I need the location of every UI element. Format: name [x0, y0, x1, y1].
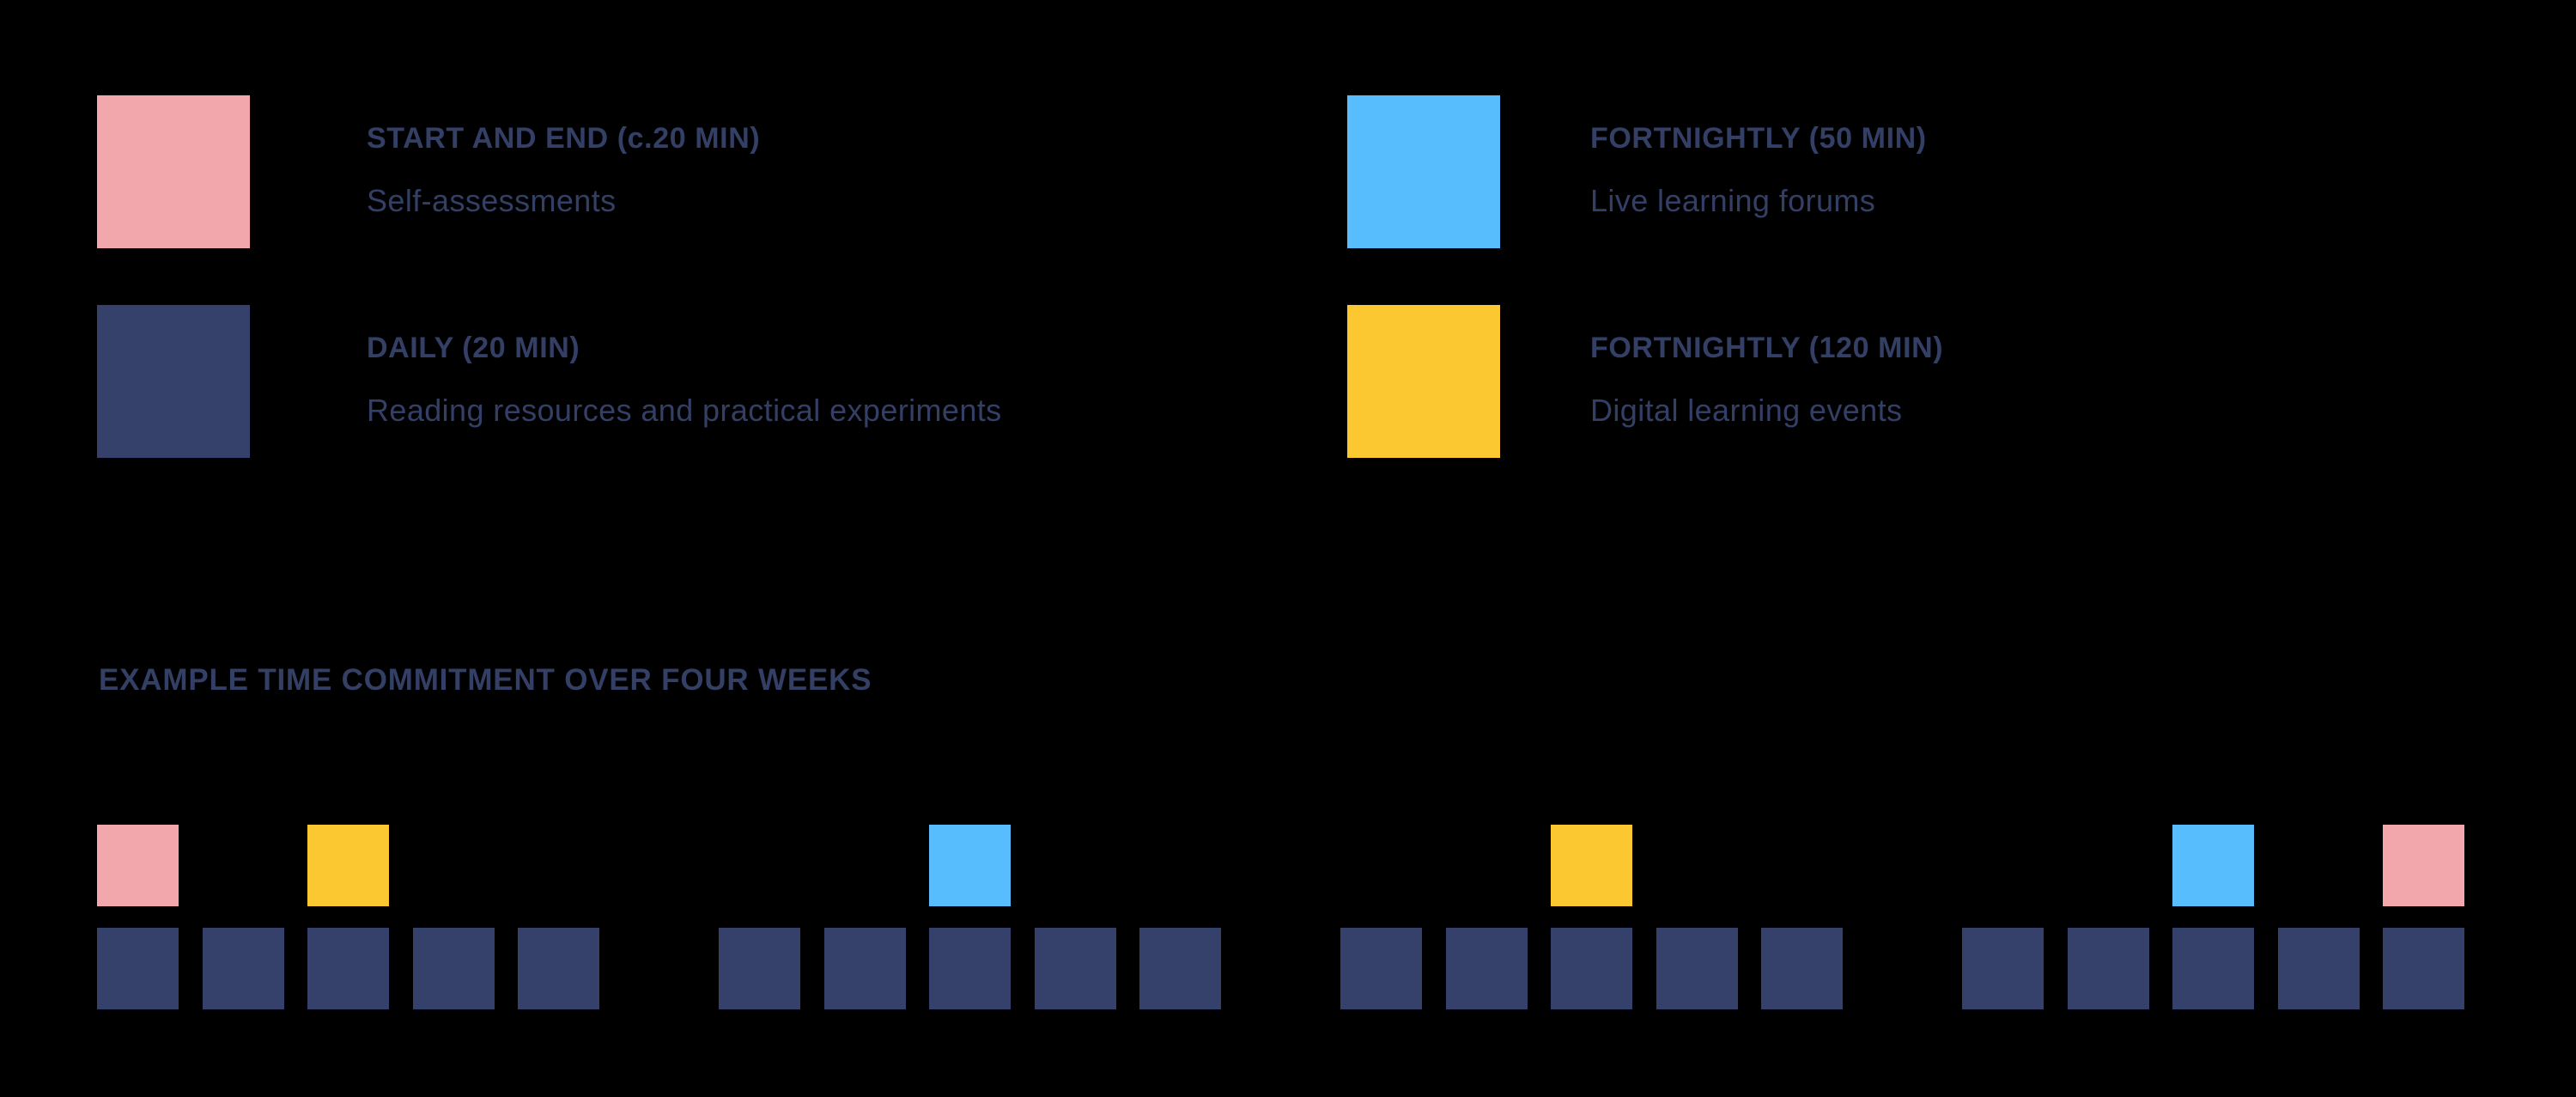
- event-square-live-learning-forum-w2d3: [929, 825, 1011, 906]
- day-square-w3d5: [1761, 928, 1843, 1009]
- event-square-self-assessment-w4d5: [2383, 825, 2464, 906]
- week-3: [1340, 825, 1843, 1009]
- legend-desc-fortnightly-50: Live learning forums: [1590, 183, 1876, 218]
- day-square-w4d2: [2067, 928, 2149, 1009]
- legend-item-start-end: START AND END (c.20 MIN) Self-assessment…: [97, 95, 760, 248]
- event-square-self-assessment-w1d1: [97, 825, 179, 906]
- legend-desc-fortnightly-120: Digital learning events: [1590, 393, 1903, 428]
- event-square-digital-learning-event-w1d3: [307, 825, 389, 906]
- day-square-w4d1: [1962, 928, 2044, 1009]
- week-1: [97, 825, 599, 1009]
- day-square-w1d4: [412, 928, 495, 1009]
- schedule-heading: EXAMPLE TIME COMMITMENT OVER FOUR WEEKS: [99, 663, 872, 697]
- day-square-w1d3: [307, 928, 389, 1009]
- day-square-w2d2: [823, 928, 906, 1009]
- legend-title-start-end: START AND END (c.20 MIN): [367, 122, 761, 155]
- timeline-four-weeks: [97, 825, 2464, 1009]
- day-square-w4d5: [2383, 928, 2464, 1009]
- legend-item-fortnightly-50: FORTNIGHTLY (50 MIN) Live learning forum…: [1347, 95, 1927, 248]
- week-2: [719, 825, 1221, 1009]
- day-square-w1d2: [202, 928, 284, 1009]
- day-square-w2d3: [929, 928, 1011, 1009]
- day-square-w3d2: [1445, 928, 1528, 1009]
- legend-title-fortnightly-120: FORTNIGHTLY (120 MIN): [1590, 332, 1944, 364]
- legend-swatch-start-end: [97, 95, 250, 248]
- legend-title-daily: DAILY (20 MIN): [367, 332, 580, 364]
- legend-desc-daily: Reading resources and practical experime…: [367, 393, 1002, 428]
- day-square-w3d1: [1340, 928, 1422, 1009]
- legend-swatch-fortnightly-50: [1347, 95, 1500, 248]
- day-square-w3d4: [1656, 928, 1738, 1009]
- day-square-w4d3: [2172, 928, 2254, 1009]
- legend-desc-start-end: Self-assessments: [367, 183, 617, 218]
- day-square-w2d4: [1034, 928, 1116, 1009]
- week-4: [1962, 825, 2464, 1009]
- legend-item-daily: DAILY (20 MIN) Reading resources and pra…: [97, 305, 1002, 458]
- day-square-w2d5: [1139, 928, 1221, 1009]
- day-square-w1d5: [518, 928, 599, 1009]
- day-square-w2d1: [719, 928, 800, 1009]
- legend-swatch-daily: [97, 305, 250, 458]
- day-square-w4d4: [2277, 928, 2360, 1009]
- legend-swatch-fortnightly-120: [1347, 305, 1500, 458]
- event-square-live-learning-forum-w4d3: [2172, 825, 2254, 906]
- legend-title-fortnightly-50: FORTNIGHTLY (50 MIN): [1590, 122, 1927, 155]
- day-square-w3d3: [1551, 928, 1632, 1009]
- legend-item-fortnightly-120: FORTNIGHTLY (120 MIN) Digital learning e…: [1347, 305, 1943, 458]
- day-square-w1d1: [97, 928, 179, 1009]
- event-square-digital-learning-event-w3d3: [1551, 825, 1632, 906]
